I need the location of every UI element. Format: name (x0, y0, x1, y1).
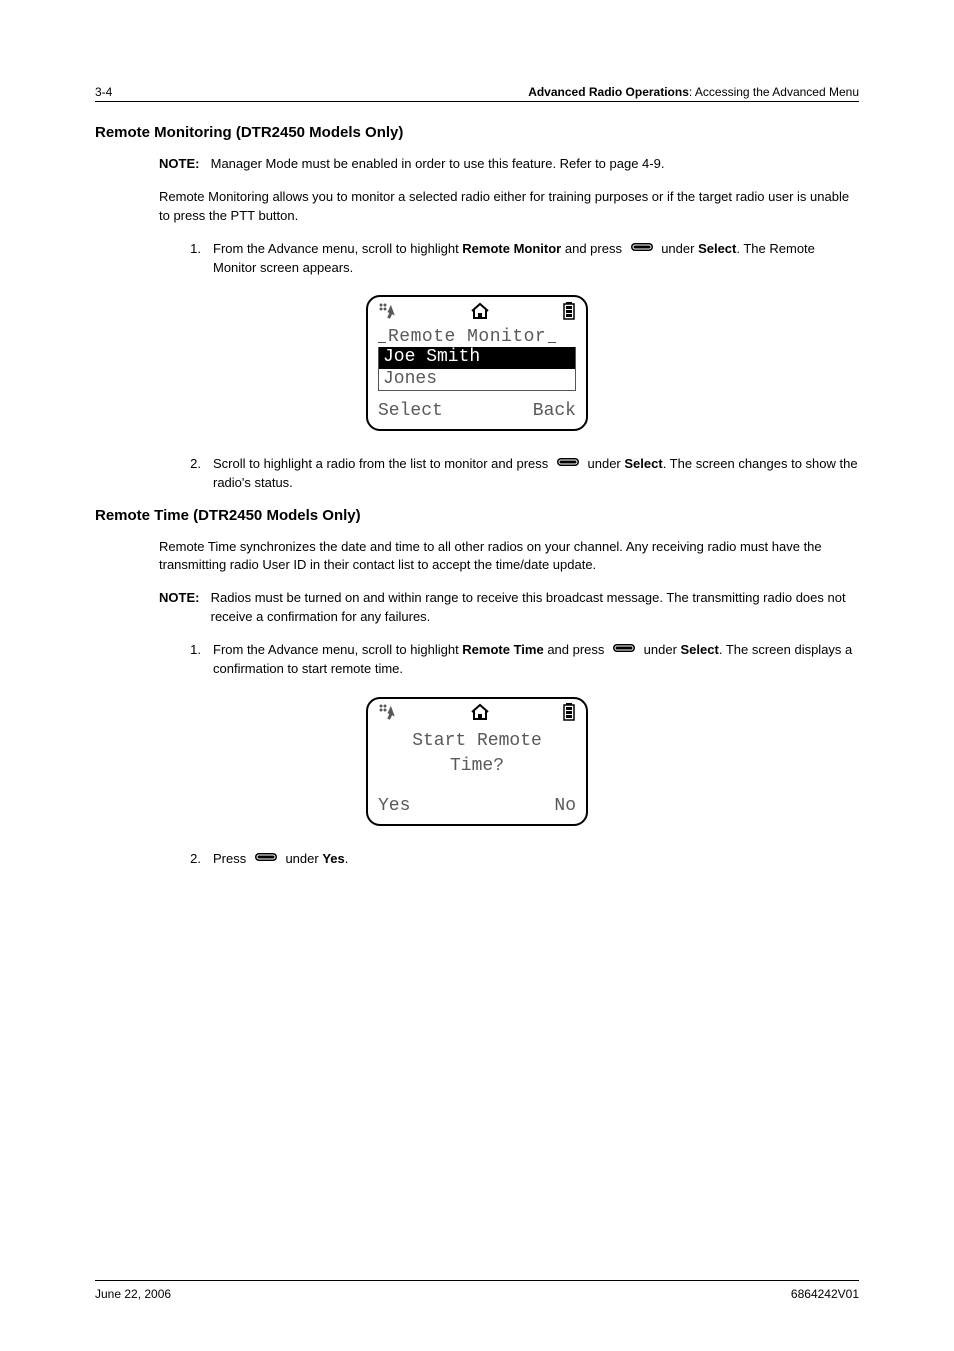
section-remote-monitoring-title: Remote Monitoring (DTR2450 Models Only) (95, 124, 859, 141)
header-section-rest: : Accessing the Advanced Menu (689, 85, 859, 99)
page-header: 3-4 Advanced Radio Operations: Accessing… (95, 85, 859, 102)
step-text: under (584, 456, 624, 471)
softkey-button-icon (253, 850, 279, 869)
header-title: Advanced Radio Operations: Accessing the… (528, 85, 859, 99)
footer-doc-number: 6864242V01 (791, 1287, 859, 1301)
lcd-list-item: Jones (379, 369, 575, 391)
signal-icon (378, 703, 398, 729)
softkey-button-icon (629, 240, 655, 259)
paragraph-remote-time: Remote Time synchronizes the date and ti… (159, 538, 859, 576)
step-body: From the Advance menu, scroll to highlig… (213, 240, 859, 278)
lcd-softkey-right: Back (533, 401, 576, 423)
home-icon (469, 302, 491, 328)
step-text-bold: Yes (322, 851, 344, 866)
page-number: 3-4 (95, 85, 112, 99)
step-body: Scroll to highlight a radio from the lis… (213, 455, 859, 493)
lcd-softkey-left: Yes (378, 796, 410, 818)
step-number: 2. (173, 455, 213, 493)
step-1-1: 1. From the Advance menu, scroll to high… (173, 240, 859, 278)
note-text: Radios must be turned on and within rang… (211, 589, 851, 627)
lcd-softkeys: Yes No (378, 796, 576, 818)
step-text-bold: Select (698, 241, 736, 256)
note-block-1: NOTE: Manager Mode must be enabled in or… (159, 155, 859, 174)
step-1-2: 2. Scroll to highlight a radio from the … (173, 455, 859, 493)
lcd-title-row: Remote Monitor (378, 327, 576, 349)
softkey-button-icon (611, 641, 637, 660)
lcd-status-bar (378, 303, 576, 325)
footer-date: June 22, 2006 (95, 1287, 171, 1301)
lcd-message-line1: Start Remote (378, 731, 576, 753)
lcd-title: Remote Monitor (386, 327, 548, 349)
lcd-title-line-left (378, 342, 386, 343)
lcd-status-bar (378, 705, 576, 727)
step-2-2: 2. Press under Yes. (173, 850, 859, 869)
lcd-title-line-right (548, 342, 556, 343)
battery-icon (562, 703, 576, 729)
step-number: 1. (173, 240, 213, 278)
lcd-list-box: Joe Smith Jones (378, 347, 576, 391)
step-text-bold: Select (681, 642, 719, 657)
note-label: NOTE: (159, 155, 207, 174)
step-text: From the Advance menu, scroll to highlig… (213, 642, 462, 657)
lcd-list-item-selected: Joe Smith (379, 347, 575, 369)
note-text: Manager Mode must be enabled in order to… (211, 155, 851, 174)
header-section-bold: Advanced Radio Operations (528, 85, 689, 99)
lcd-screen-remote-monitor: Remote Monitor Joe Smith Jones Select Ba… (366, 295, 588, 430)
softkey-button-icon (555, 455, 581, 474)
home-icon (469, 703, 491, 729)
step-2-1: 1. From the Advance menu, scroll to high… (173, 641, 859, 679)
paragraph-remote-monitoring: Remote Monitoring allows you to monitor … (159, 188, 859, 226)
section-remote-time-title: Remote Time (DTR2450 Models Only) (95, 507, 859, 524)
step-text-bold: Remote Time (462, 642, 543, 657)
lcd-message-line2: Time? (378, 756, 576, 778)
note-label: NOTE: (159, 589, 207, 608)
step-number: 2. (173, 850, 213, 869)
step-number: 1. (173, 641, 213, 679)
step-body: Press under Yes. (213, 850, 859, 869)
step-text: . (345, 851, 349, 866)
note-block-2: NOTE: Radios must be turned on and withi… (159, 589, 859, 627)
lcd-screen-2-wrap: Start Remote Time? Yes No (95, 697, 859, 826)
lcd-screen-remote-time: Start Remote Time? Yes No (366, 697, 588, 826)
page-container: 3-4 Advanced Radio Operations: Accessing… (0, 0, 954, 1351)
lcd-softkey-right: No (554, 796, 576, 818)
step-body: From the Advance menu, scroll to highlig… (213, 641, 859, 679)
step-text: under (658, 241, 698, 256)
lcd-softkey-left: Select (378, 401, 443, 423)
step-text: and press (561, 241, 625, 256)
page-footer: June 22, 2006 6864242V01 (95, 1280, 859, 1301)
step-text: under (282, 851, 322, 866)
step-text: Scroll to highlight a radio from the lis… (213, 456, 552, 471)
signal-icon (378, 302, 398, 328)
step-text: and press (544, 642, 608, 657)
step-text-bold: Remote Monitor (462, 241, 561, 256)
step-text: under (640, 642, 680, 657)
step-text: From the Advance menu, scroll to highlig… (213, 241, 462, 256)
step-text-bold: Select (624, 456, 662, 471)
step-text: Press (213, 851, 250, 866)
battery-icon (562, 302, 576, 328)
lcd-screen-1-wrap: Remote Monitor Joe Smith Jones Select Ba… (95, 295, 859, 430)
lcd-softkeys: Select Back (378, 401, 576, 423)
